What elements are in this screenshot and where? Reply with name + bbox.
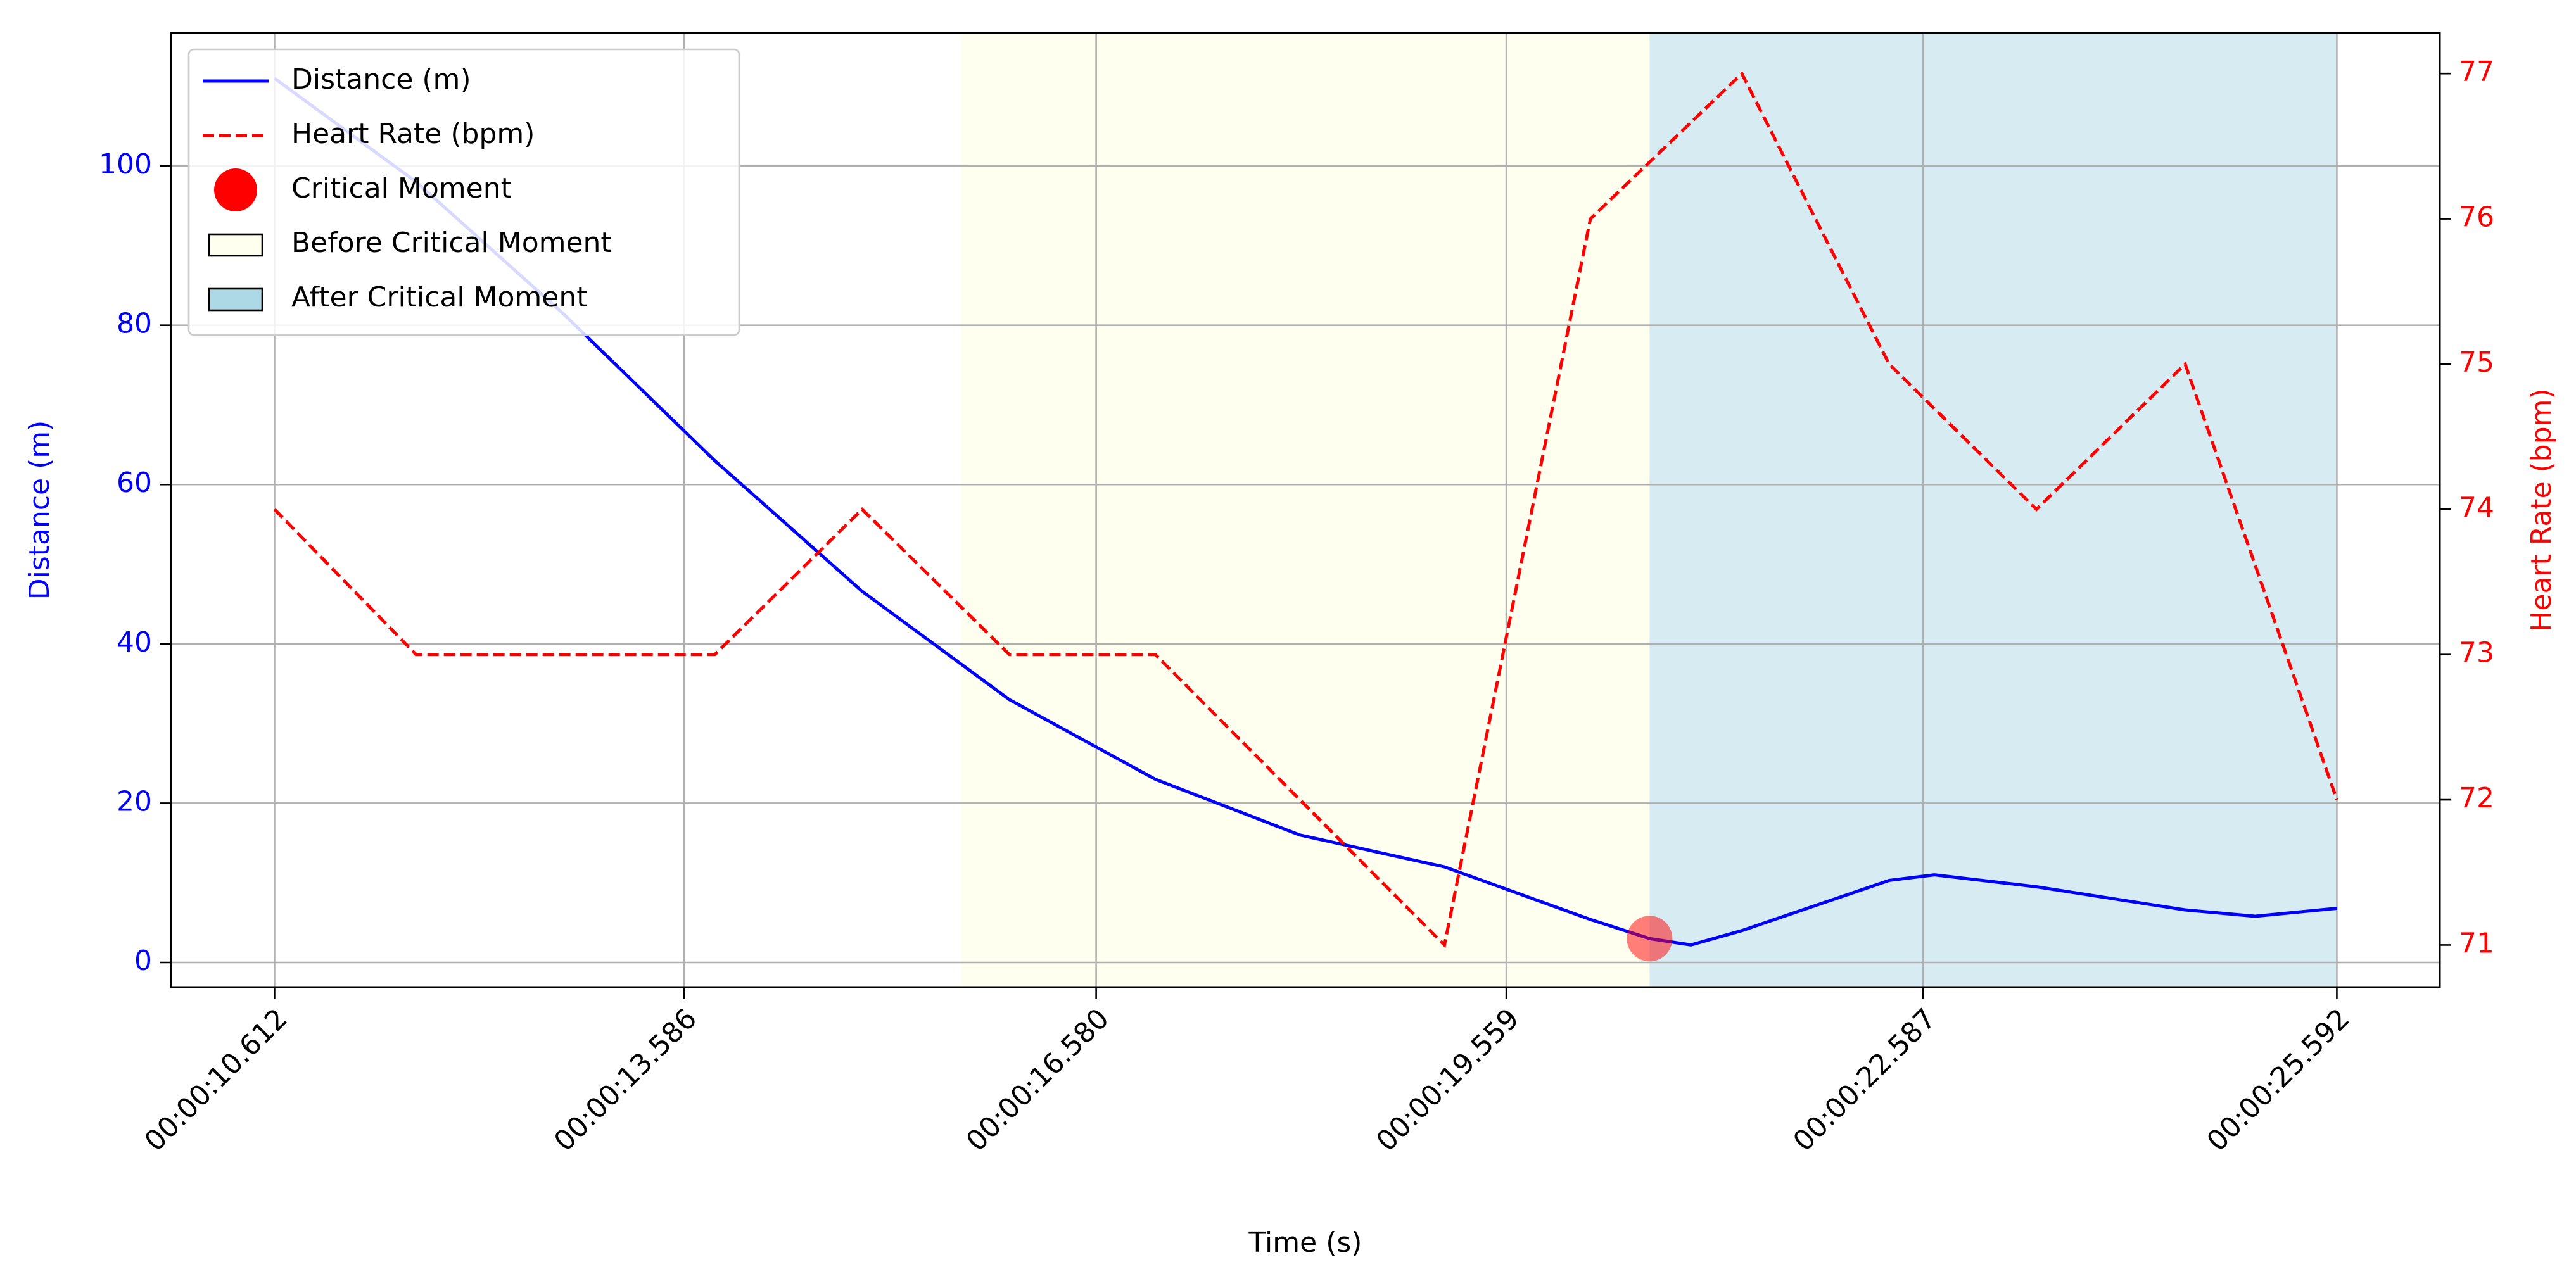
y-tick-label: 80 xyxy=(117,308,152,340)
legend-swatch xyxy=(214,168,257,211)
y2-tick-label: 71 xyxy=(2459,927,2494,959)
legend-label: Critical Moment xyxy=(291,172,512,205)
y-tick-label: 40 xyxy=(117,626,152,659)
legend-label: After Critical Moment xyxy=(291,281,587,313)
x-tick-label: 00:00:16.580 xyxy=(960,1002,1115,1157)
x-tick-label: 00:00:22.587 xyxy=(1787,1002,1942,1157)
y2-axis-label: Heart Rate (bpm) xyxy=(2525,388,2558,631)
legend: Distance (m) Heart Rate (bpm) Critical Mom… xyxy=(187,48,740,336)
span xyxy=(961,33,1650,987)
x-tick-label: 00:00:10.612 xyxy=(139,1002,294,1157)
legend-swatch xyxy=(208,233,263,257)
y2-tick-label: 77 xyxy=(2459,56,2494,88)
y2-tick-label: 76 xyxy=(2459,201,2494,234)
line xyxy=(273,71,2338,949)
span xyxy=(1649,33,2337,987)
plot-frame xyxy=(170,32,2441,988)
x-tick-label: 00:00:19.559 xyxy=(1370,1002,1525,1157)
legend-box xyxy=(187,48,740,336)
legend-label: Before Critical Moment xyxy=(291,227,612,259)
y2-tick-label: 73 xyxy=(2459,637,2494,669)
y-tick-label: 0 xyxy=(134,945,152,977)
legend-label: Heart Rate (bpm) xyxy=(291,118,535,150)
legend-label: Distance (m) xyxy=(291,63,471,96)
y2-tick-label: 75 xyxy=(2459,346,2494,379)
x-tick-label: 00:00:13.586 xyxy=(548,1002,703,1157)
y-tick-label: 60 xyxy=(117,467,152,499)
x-tick-label: 00:00:25.592 xyxy=(2201,1002,2356,1157)
y-tick-label: 20 xyxy=(117,785,152,817)
line xyxy=(273,77,2337,947)
x-axis-label: Time (s) xyxy=(1248,1227,1362,1259)
y-tick-label: 100 xyxy=(99,148,152,180)
y2-tick-label: 72 xyxy=(2459,782,2494,814)
y2-tick-label: 74 xyxy=(2459,491,2494,524)
y-axis-label: Distance (m) xyxy=(23,420,56,600)
legend-swatch xyxy=(208,287,263,312)
point xyxy=(1627,916,1673,962)
